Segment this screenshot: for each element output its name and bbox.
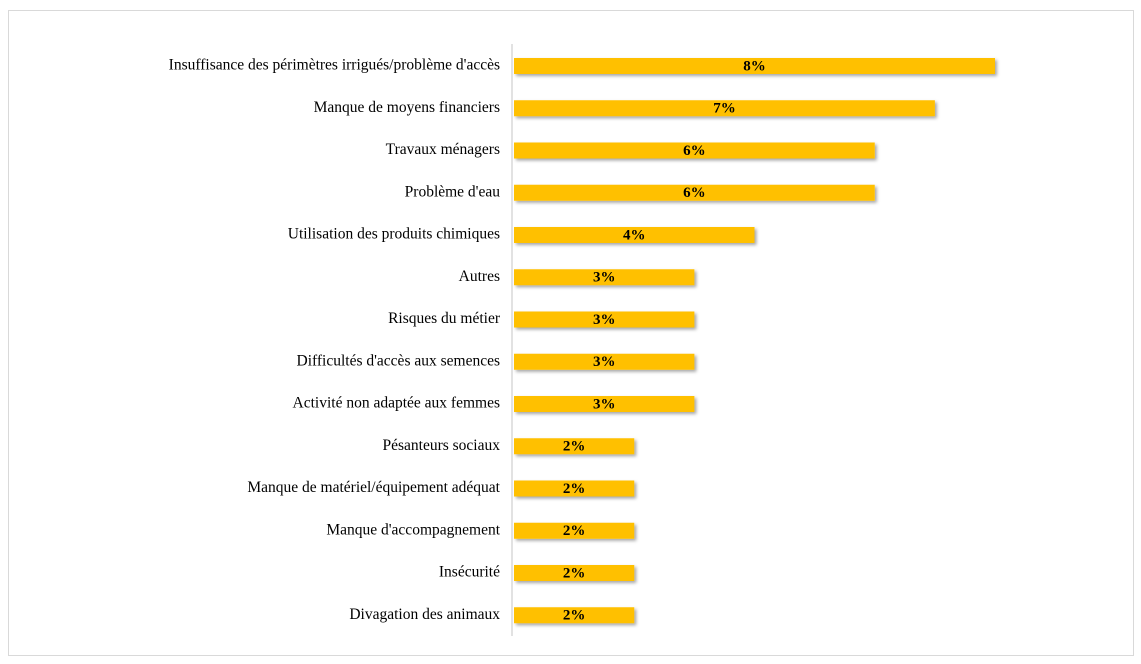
bar: [514, 142, 875, 159]
data-label: 2%: [563, 565, 586, 581]
bar: [514, 438, 635, 455]
data-label: 3%: [593, 396, 616, 412]
category-label: Manque d'accompagnement: [326, 521, 500, 538]
data-label: 4%: [623, 227, 646, 243]
data-label: 8%: [743, 58, 766, 74]
category-label: Divagation des animaux: [349, 606, 500, 623]
data-label: 2%: [563, 481, 586, 497]
category-label: Problème d'eau: [405, 183, 501, 200]
data-label: 3%: [593, 312, 616, 328]
data-label: 6%: [683, 185, 706, 201]
bar: [514, 607, 635, 624]
bar: [514, 100, 935, 117]
bar: [514, 227, 755, 243]
category-label: Pésanteurs sociaux: [382, 437, 500, 454]
data-label: 2%: [563, 523, 586, 539]
data-label: 7%: [713, 101, 736, 117]
bar: [514, 480, 635, 497]
bar: [514, 269, 695, 286]
bar: [514, 311, 695, 328]
category-label: Autres: [459, 268, 500, 285]
data-label: 3%: [593, 270, 616, 286]
bar: [514, 396, 695, 412]
bar: [514, 58, 995, 74]
bar: [514, 522, 635, 539]
data-label: 2%: [563, 608, 586, 624]
bar: [514, 184, 875, 201]
category-label: Activité non adaptée aux femmes: [293, 395, 500, 412]
category-label: Manque de moyens financiers: [314, 99, 500, 116]
data-label: 3%: [593, 354, 616, 370]
data-label: 2%: [563, 439, 586, 455]
category-label: Utilisation des produits chimiques: [288, 226, 500, 243]
category-label: Insécurité: [439, 564, 500, 581]
bar: [514, 353, 695, 370]
data-label: 6%: [683, 143, 706, 159]
bar: [514, 565, 635, 581]
category-label: Insuffisance des périmètres irrigués/pro…: [169, 57, 500, 74]
category-label: Manque de matériel/équipement adéquat: [247, 479, 500, 496]
category-label: Difficultés d'accès aux semences: [297, 352, 501, 369]
chart-frame: [8, 10, 1134, 656]
category-label: Risques du métier: [388, 310, 501, 327]
category-label: Travaux ménagers: [386, 141, 500, 158]
